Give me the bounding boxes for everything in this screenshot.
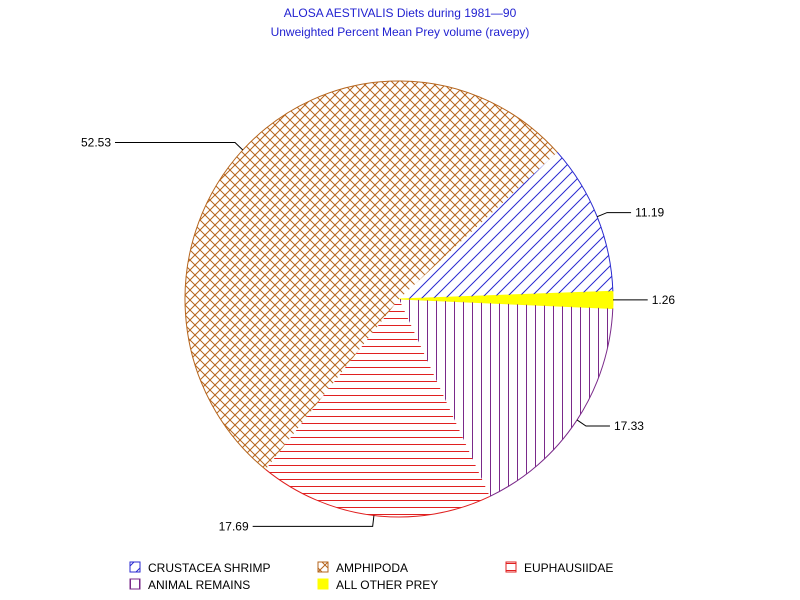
legend-swatch xyxy=(505,561,517,573)
pie-slice-crustacea-shrimp xyxy=(399,152,613,299)
pie-slice-euphausiidae xyxy=(265,299,490,517)
leader-line xyxy=(576,419,610,427)
pie-slice-animal-remains xyxy=(399,299,613,497)
legend-label: EUPHAUSIIDAE xyxy=(524,561,613,575)
legend: CRUSTACEA SHRIMP AMPHIPODA EUPHAUSIIDAE ANI… xyxy=(129,561,613,592)
chart-title: ALOSA AESTIVALIS Diets during 1981—90 xyxy=(284,6,517,20)
legend-label: CRUSTACEA SHRIMP xyxy=(148,561,270,575)
legend-swatch xyxy=(129,561,141,573)
data-label: 52.53 xyxy=(81,136,111,150)
data-label: 1.26 xyxy=(652,293,676,307)
legend-label: ANIMAL REMAINS xyxy=(148,578,250,592)
data-label: 17.33 xyxy=(614,419,644,433)
pie-slice-amphipoda xyxy=(184,80,558,470)
leader-line xyxy=(596,212,632,218)
data-labels: 1.26 11.19 52.53 17.69 17.33 xyxy=(81,136,675,534)
pie-slice-outline xyxy=(184,80,558,470)
pie-slice-outline xyxy=(489,308,614,497)
data-label: 11.19 xyxy=(635,206,664,220)
chart-subtitle: Unweighted Percent Mean Prey volume (rav… xyxy=(271,25,530,39)
legend-swatch xyxy=(129,578,141,590)
legend-label: AMPHIPODA xyxy=(336,561,408,575)
leader-line xyxy=(115,142,244,151)
legend-swatch xyxy=(317,578,329,590)
pie-slices xyxy=(184,80,614,518)
pie-slice-outline xyxy=(265,469,491,518)
pie-slice-outline xyxy=(556,151,614,292)
legend-label: ALL OTHER PREY xyxy=(336,578,438,592)
leader-line xyxy=(252,515,375,527)
legend-swatch xyxy=(317,561,329,573)
data-label: 17.69 xyxy=(219,519,249,533)
pie-slice-all-other-prey xyxy=(398,290,614,310)
leader-lines xyxy=(115,142,648,527)
